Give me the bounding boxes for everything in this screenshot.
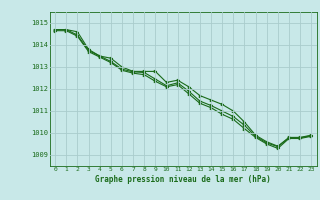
X-axis label: Graphe pression niveau de la mer (hPa): Graphe pression niveau de la mer (hPa) [95,175,271,184]
